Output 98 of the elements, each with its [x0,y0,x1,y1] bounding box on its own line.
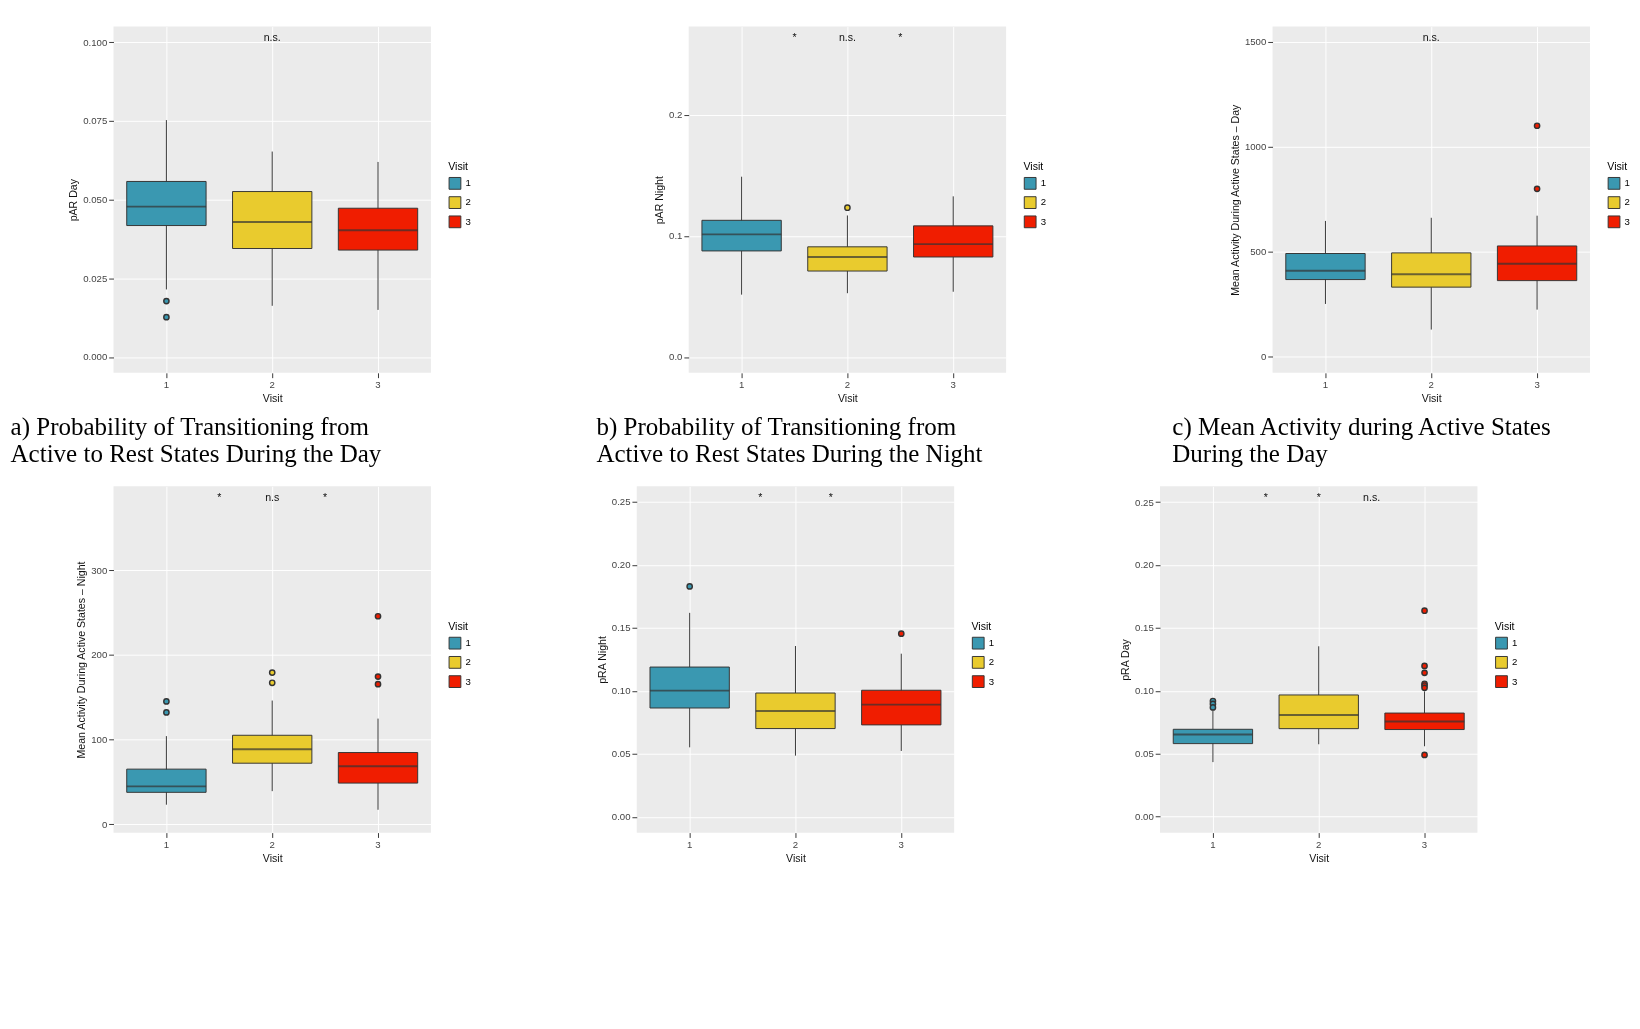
text: b) Probability of Transitioning from Active to Rest States During the Night [596,413,983,468]
x-axis-title: Visit [786,851,806,864]
x-tick-label: 1 [1210,838,1216,850]
x-axis-title: Visit [838,392,858,405]
annotation: * [758,490,763,503]
y-tick-label: 0.25 [1135,496,1154,508]
legend-title: Visit [1607,159,1628,172]
y-tick-label: 500 [1250,246,1267,258]
legend-label: 2 [1624,196,1630,208]
annotation: * [898,31,903,44]
annotation: n.s. [263,31,281,44]
y-axis-title: pRA Day [1119,638,1132,681]
x-axis-title: Visit [262,851,283,864]
y-tick-label: 0.050 [83,194,108,206]
legend-label: 3 [465,215,471,227]
legend-label: 3 [988,675,995,687]
y-tick-label: 0.05 [1135,748,1154,760]
y-axis-title: pRA Night [596,636,609,684]
legend-label: 3 [465,675,471,687]
y-axis-title: Mean Activity During Active States – Night [75,561,88,759]
y-tick-label: 0.000 [83,351,108,363]
x-tick-label: 2 [269,838,275,850]
legend-title: Visit [1494,619,1515,632]
annotation: n.s. [838,31,856,44]
legend-label: 2 [988,656,995,668]
y-tick-label: 0.0 [669,351,683,363]
y-tick-label: 0.025 [83,272,108,284]
annotation: * [1263,490,1268,503]
legend-label: 1 [988,637,995,649]
annotation: * [1316,490,1321,503]
annotation: * [792,31,797,44]
legend-label: 1 [465,637,471,649]
x-tick-label: 2 [792,838,799,850]
y-tick-label: 0.25 [611,496,631,508]
y-tick-label: 0.10 [1135,685,1154,697]
legend-label: 2 [465,196,471,208]
y-tick-label: 0.2 [669,109,683,121]
x-tick-label: 3 [898,838,904,850]
legend-title: Visit [448,159,469,172]
text: c) Mean Activity during Active States During the Day [1172,413,1551,468]
y-tick-label: 0.00 [1135,810,1154,822]
y-tick-label: 0.10 [611,685,631,697]
legend-label: 1 [465,177,471,189]
y-tick-label: 0.075 [83,115,108,127]
legend-label: 2 [1512,656,1518,668]
legend-title: Visit [971,619,992,632]
y-tick-label: 200 [91,649,108,661]
legend-label: 2 [465,656,471,668]
legend-label: 3 [1040,215,1047,227]
x-tick-label: 2 [269,378,275,390]
x-tick-label: 2 [1428,378,1434,390]
y-tick-label: 300 [91,564,108,576]
y-tick-label: 0.00 [611,811,631,823]
y-tick-label: 100 [91,733,108,745]
legend-title: Visit [1023,159,1044,172]
legend-label: 2 [1040,196,1047,208]
y-axis-title: Mean Activity During Active States – Day [1229,103,1242,296]
legend-title: Visit [448,619,469,632]
text: a) Probability of Transitioning from Active to Rest States During the Day [10,413,382,468]
annotation: * [828,490,833,503]
x-tick-label: 1 [163,378,170,390]
x-tick-label: 3 [1421,838,1428,850]
x-tick-label: 1 [686,838,693,850]
y-tick-label: 0 [101,818,108,830]
annotation: n.s. [1363,490,1381,503]
legend-label: 1 [1624,177,1630,189]
y-tick-label: 0.20 [611,559,631,571]
y-axis-title: pAR Night [653,176,666,225]
x-tick-label: 3 [1534,378,1540,390]
x-tick-label: 1 [163,838,170,850]
y-tick-label: 0 [1260,351,1267,363]
annotation: * [217,490,222,503]
y-tick-label: 1000 [1244,141,1267,153]
annotation: * [323,490,328,503]
x-axis-title: Visit [1309,851,1330,864]
y-tick-label: 0.1 [669,230,683,242]
y-axis-title: pAR Day [67,178,80,222]
x-tick-label: 2 [844,378,851,390]
y-tick-label: 0.100 [83,36,108,48]
x-axis-title: Visit [1421,392,1442,405]
x-tick-label: 3 [950,378,956,390]
x-tick-label: 3 [375,838,381,850]
annotation: n.s [265,490,280,503]
legend-label: 3 [1512,675,1518,687]
y-tick-label: 0.15 [611,622,631,634]
y-tick-label: 0.05 [611,748,631,760]
x-axis-title: Visit [262,392,283,405]
x-tick-label: 3 [375,378,381,390]
legend-label: 1 [1512,637,1518,649]
x-tick-label: 2 [1316,838,1322,850]
y-tick-label: 1500 [1244,36,1267,48]
x-tick-label: 1 [1322,378,1329,390]
y-tick-label: 0.15 [1135,622,1154,634]
y-tick-label: 0.20 [1135,559,1154,571]
annotation: n.s. [1422,31,1440,44]
x-tick-label: 1 [738,378,745,390]
legend-label: 3 [1624,215,1630,227]
legend-label: 1 [1040,177,1047,189]
